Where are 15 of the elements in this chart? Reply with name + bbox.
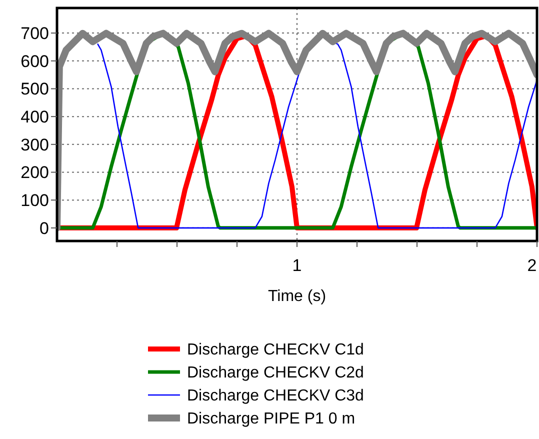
legend-label: Discharge PIPE P1 0 m xyxy=(187,410,356,428)
y-tick-label: 0 xyxy=(40,218,49,238)
legend-label: Discharge CHECKV C3d xyxy=(187,388,364,404)
y-tick-label: 100 xyxy=(20,191,49,210)
x-tick-label: 1 xyxy=(292,256,302,275)
legend-label: Discharge CHECKV C2d xyxy=(187,364,364,382)
y-tick-label: 200 xyxy=(20,163,49,182)
y-tick-label: 300 xyxy=(20,135,49,154)
x-tick-label: 2 xyxy=(527,256,537,275)
x-axis-title: Time (s) xyxy=(268,288,326,305)
y-tick-label: 600 xyxy=(20,52,49,71)
y-tick-label: 400 xyxy=(20,108,49,127)
legend-label: Discharge CHECKV C1d xyxy=(187,342,364,358)
y-tick-label: 700 xyxy=(20,24,49,44)
y-tick-label: 500 xyxy=(20,80,49,99)
